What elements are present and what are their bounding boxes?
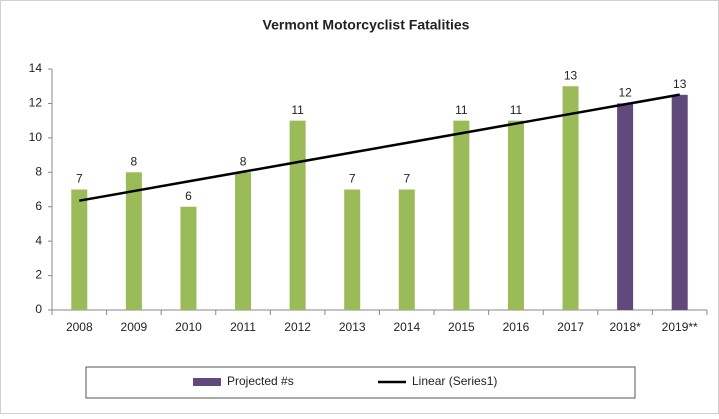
chart-title: Vermont Motorcyclist Fatalities bbox=[263, 17, 470, 33]
bar bbox=[289, 120, 306, 311]
data-label: 8 bbox=[240, 154, 247, 168]
data-label: 7 bbox=[403, 172, 410, 186]
legend-box bbox=[85, 366, 636, 399]
data-label: 7 bbox=[349, 172, 356, 186]
legend-swatch bbox=[193, 378, 221, 386]
data-label: 11 bbox=[510, 103, 523, 117]
bar bbox=[507, 120, 524, 311]
y-tick-label: 8 bbox=[35, 164, 42, 178]
legend-label: Linear (Series1) bbox=[412, 374, 497, 388]
x-tick-label: 2008 bbox=[66, 320, 93, 334]
x-tick-label: 2017 bbox=[557, 320, 584, 334]
x-tick-label: 2013 bbox=[339, 320, 366, 334]
bar bbox=[235, 172, 252, 310]
x-tick-label: 2012 bbox=[284, 320, 311, 334]
bar bbox=[71, 189, 88, 310]
bar bbox=[398, 189, 415, 310]
data-label: 6 bbox=[185, 189, 192, 203]
y-tick-label: 4 bbox=[35, 233, 42, 247]
x-tick-label: 2016 bbox=[503, 320, 530, 334]
x-tick-label: 2014 bbox=[393, 320, 420, 334]
legend-label: Projected #s bbox=[227, 374, 294, 388]
data-label: 11 bbox=[455, 103, 468, 117]
bar bbox=[180, 206, 197, 310]
x-tick-label: 2010 bbox=[175, 320, 202, 334]
x-tick-label: 2015 bbox=[448, 320, 475, 334]
bar bbox=[125, 172, 142, 310]
x-tick-label: 2019** bbox=[662, 320, 698, 334]
x-tick-label: 2011 bbox=[230, 320, 256, 334]
x-tick-label: 2018* bbox=[609, 320, 641, 334]
data-label: 13 bbox=[673, 77, 687, 91]
bar bbox=[617, 103, 634, 310]
data-label: 11 bbox=[291, 103, 304, 117]
data-label: 13 bbox=[564, 68, 578, 82]
data-label: 8 bbox=[131, 154, 138, 168]
x-tick-label: 2009 bbox=[121, 320, 148, 334]
y-tick-label: 2 bbox=[35, 268, 42, 282]
bar bbox=[562, 86, 579, 310]
y-tick-label: 12 bbox=[29, 96, 43, 110]
y-tick-label: 6 bbox=[35, 199, 42, 213]
bar bbox=[671, 94, 688, 310]
bar bbox=[453, 120, 470, 311]
y-tick-label: 0 bbox=[35, 302, 42, 316]
data-label: 12 bbox=[618, 86, 632, 100]
trendline bbox=[79, 93, 680, 202]
bar bbox=[344, 189, 361, 310]
y-tick-label: 14 bbox=[29, 61, 43, 75]
data-label: 7 bbox=[76, 172, 83, 186]
y-tick-label: 10 bbox=[29, 130, 43, 144]
